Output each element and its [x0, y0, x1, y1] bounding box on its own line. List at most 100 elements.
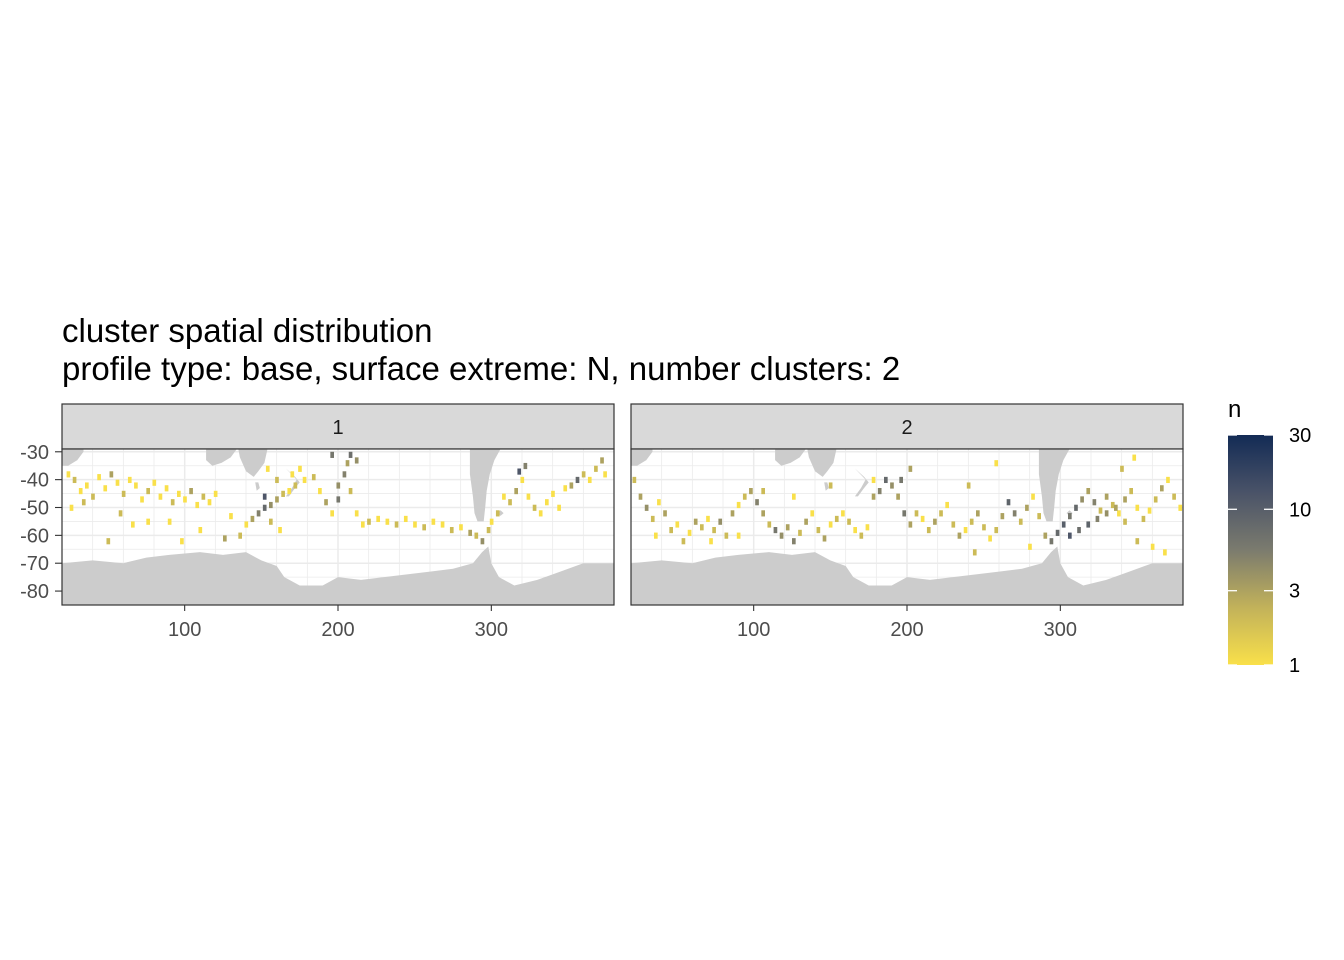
heatmap-cell — [1049, 538, 1054, 545]
heatmap-cell — [508, 499, 512, 506]
heatmap-cell — [1120, 465, 1124, 472]
land-mass — [1038, 449, 1070, 522]
land-mass — [238, 449, 268, 477]
heatmap-cell — [275, 496, 279, 503]
heatmap-cell — [158, 493, 163, 500]
heatmap-cell — [118, 510, 123, 517]
heatmap-cell — [730, 510, 735, 517]
heatmap-cell — [330, 510, 334, 517]
heatmap-cell — [502, 493, 506, 500]
legend-ticks: 1 3 10 30 — [1228, 425, 1311, 677]
heatmap-cell — [551, 490, 555, 497]
heatmap-cell — [81, 499, 86, 506]
facet-strip-2 — [630, 403, 1184, 450]
heatmap-cell — [779, 532, 784, 539]
heatmap-cell — [223, 535, 227, 542]
heatmap-cell — [140, 496, 144, 503]
heatmap-cell — [755, 499, 759, 506]
heatmap-cell — [336, 496, 341, 503]
heatmap-cell — [1117, 510, 1121, 517]
heatmap-cell — [318, 488, 322, 495]
heatmap-cell — [557, 504, 561, 511]
heatmap-cell — [988, 535, 992, 542]
x-tick-label: 100 — [737, 619, 770, 641]
heatmap-cell — [269, 501, 273, 509]
heatmap-cell — [871, 493, 876, 500]
heatmap-cell — [966, 482, 971, 489]
heatmap-cell — [1132, 454, 1137, 461]
heatmap-cell — [440, 521, 445, 528]
heatmap-cell — [180, 538, 184, 545]
heatmap-cell — [376, 515, 380, 523]
heatmap-cell — [244, 521, 249, 528]
heatmap-cell — [569, 482, 574, 489]
heatmap-cell — [581, 471, 586, 478]
heatmap-cell — [687, 529, 692, 536]
heatmap-cell — [816, 527, 821, 534]
heatmap-cell — [1163, 549, 1167, 556]
heatmap-cell — [1031, 493, 1035, 500]
heatmap-cell — [403, 515, 408, 523]
heatmap-cell — [675, 521, 680, 528]
heatmap-cell — [603, 471, 607, 478]
heatmap-cell — [890, 482, 894, 489]
facet-strip-label-2: 2 — [901, 417, 912, 439]
x-tick-label: 100 — [168, 619, 201, 641]
heatmap-cell — [1092, 499, 1097, 506]
x-tick-labels-1: 100 200 300 — [168, 605, 508, 641]
heatmap-cell — [761, 488, 765, 495]
heatmap-cell — [663, 510, 667, 517]
heatmap-cell — [742, 493, 747, 500]
heatmap-cell — [972, 549, 977, 556]
heatmap-cell — [256, 510, 261, 517]
heatmap-cell — [489, 518, 494, 525]
heatmap-cell — [834, 515, 839, 523]
heatmap-cell — [449, 527, 454, 534]
heatmap-cell — [810, 510, 815, 517]
heatmap-cell — [706, 515, 710, 523]
heatmap-cell — [1095, 515, 1100, 523]
heatmap-cell — [1086, 488, 1091, 495]
legend-title: n — [1228, 396, 1241, 423]
heatmap-cell — [1000, 513, 1005, 520]
heatmap-cell — [957, 532, 962, 539]
heatmap-cell — [72, 476, 77, 484]
facet-panel-2: 2 100 200 300 — [630, 403, 1184, 641]
y-tick-label: -50 — [20, 498, 49, 520]
heatmap-cell — [1074, 504, 1078, 511]
heatmap-cell — [109, 471, 114, 478]
heatmap-cell — [134, 482, 138, 489]
heatmap-cell — [385, 518, 390, 525]
heatmap-cell — [902, 510, 907, 517]
heatmap-cell — [394, 521, 399, 528]
heatmap-cell — [632, 476, 637, 484]
heatmap-cell — [115, 479, 120, 486]
heatmap-cell — [920, 515, 925, 523]
heatmap-cell — [828, 521, 833, 528]
x-tick-label: 300 — [475, 619, 508, 641]
heatmap-cell — [563, 485, 568, 492]
legend-tick-label: 3 — [1289, 581, 1300, 603]
heatmap-cell — [69, 504, 74, 511]
land-mass — [631, 449, 653, 466]
heatmap-cell — [1068, 513, 1072, 520]
heatmap-cell — [1160, 485, 1164, 492]
heatmap-cell — [1018, 518, 1023, 525]
heatmap-cell — [345, 460, 350, 467]
heatmap-cell — [859, 532, 864, 539]
x-tick-label: 300 — [1044, 619, 1077, 641]
heatmap-cell — [195, 501, 200, 509]
heatmap-cell — [575, 476, 580, 484]
land-mass — [62, 449, 84, 466]
y-tick-labels: -30 -40 -50 -60 -70 -80 — [20, 442, 62, 603]
chart-subtitle: profile type: base, surface extreme: N, … — [62, 350, 900, 387]
heatmap-cell — [348, 488, 353, 495]
heatmap-cell — [1135, 504, 1140, 511]
heatmap-cell — [650, 515, 655, 523]
land-mass — [206, 449, 237, 466]
heatmap-cell — [1178, 504, 1183, 511]
y-tick-label: -60 — [20, 525, 49, 547]
heatmap-cell — [538, 510, 543, 517]
heatmap-cell — [367, 518, 371, 525]
heatmap-cell — [828, 482, 833, 489]
